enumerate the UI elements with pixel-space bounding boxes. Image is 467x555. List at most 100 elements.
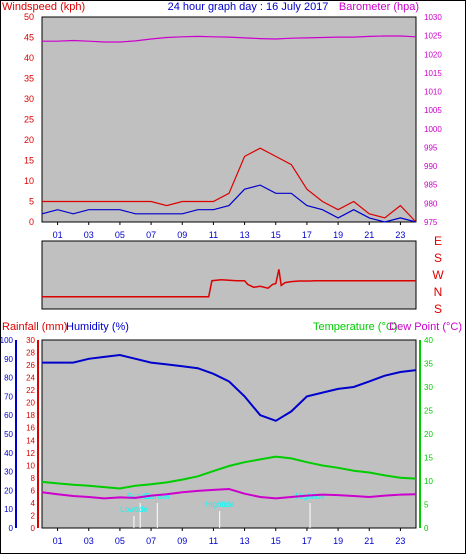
series-line-humidity xyxy=(42,353,417,422)
bottom-x-tick-label: 01 xyxy=(53,536,63,546)
temperature-axis-label: Temperature (°C) xyxy=(313,321,397,333)
barometer-tick-label: 1025 xyxy=(424,32,442,41)
humidity-tick-label: 30 xyxy=(4,468,13,477)
rainfall-tick-label: 20 xyxy=(26,399,35,408)
barometer-tick-label: 1020 xyxy=(424,50,442,59)
series-line-gust xyxy=(41,184,417,223)
temperature-tick-label: 15 xyxy=(424,454,433,463)
bottom-x-tick-label: 03 xyxy=(84,536,94,546)
top-x-tick-label: 05 xyxy=(115,230,125,240)
bottom-x-tick-label: 13 xyxy=(240,536,250,546)
rainfall-tick-label: 4 xyxy=(31,499,36,508)
temperature-tick-label: 10 xyxy=(424,477,433,486)
bottom-x-tick-label: 05 xyxy=(115,536,125,546)
annotation-label: Hightide xyxy=(295,492,325,501)
windspeed-tick-label: 30 xyxy=(24,94,34,104)
bottom-x-tick-label: 19 xyxy=(333,536,343,546)
compass-label: S xyxy=(434,302,442,316)
temperature-tick-label: 35 xyxy=(424,360,433,369)
top-x-tick-label: 15 xyxy=(271,230,281,240)
rainfall-tick-label: 8 xyxy=(31,474,36,483)
rainfall-tick-label: 10 xyxy=(26,461,35,470)
bottom-x-tick-label: 11 xyxy=(209,536,218,546)
windspeed-tick-label: 10 xyxy=(24,176,34,186)
compass-label: W xyxy=(432,268,444,282)
humidity-axis-label: Humidity (%) xyxy=(66,321,129,333)
humidity-tick-label: 10 xyxy=(4,505,13,514)
barometer-tick-label: 975 xyxy=(424,218,438,227)
series-line-dew-point xyxy=(41,487,417,500)
barometer-tick-label: 985 xyxy=(424,181,438,190)
temperature-tick-label: 40 xyxy=(424,336,433,345)
top-x-tick-label: 17 xyxy=(302,230,312,240)
annotation-label: Hightide xyxy=(205,500,235,509)
top-x-tick-label: 07 xyxy=(146,230,156,240)
series-line-temperature xyxy=(41,455,417,490)
humidity-tick-label: 20 xyxy=(4,486,13,495)
windspeed-ticks: 0 5 10 15 20 25 30 35 40 45 50 xyxy=(24,12,34,227)
humidity-tick-label: 70 xyxy=(4,392,13,401)
windspeed-tick-label: 25 xyxy=(24,115,34,125)
barometer-ticks: 975 980 985 990 995 1000 1005 1010 1015 1020 1025 1… xyxy=(424,13,442,227)
rainfall-tick-label: 22 xyxy=(26,386,35,395)
barometer-tick-label: 1030 xyxy=(424,13,442,22)
compass-label: E xyxy=(434,234,442,248)
top-x-tick-label: 13 xyxy=(240,230,250,240)
barometer-tick-label: 1000 xyxy=(424,125,442,134)
humidity-tick-label: 40 xyxy=(4,449,13,458)
bottom-x-tick-label: 15 xyxy=(271,536,281,546)
top-x-tick-label: 11 xyxy=(209,230,218,240)
windspeed-tick-label: 50 xyxy=(24,12,34,22)
humidity-tick-label: 50 xyxy=(4,430,13,439)
rainfall-tick-label: 26 xyxy=(26,361,35,370)
temperature-ticks: 0 5 10 15 20 25 30 35 40 xyxy=(424,336,433,533)
rainfall-tick-label: 16 xyxy=(26,424,35,433)
rainfall-tick-label: 28 xyxy=(26,349,35,358)
windspeed-tick-label: 20 xyxy=(24,135,34,145)
windspeed-tick-label: 45 xyxy=(24,33,34,43)
temperature-tick-label: 0 xyxy=(424,524,429,533)
top-x-tick-label: 21 xyxy=(364,230,374,240)
top-x-tick-label: 03 xyxy=(84,230,94,240)
rainfall-tick-label: 30 xyxy=(26,336,35,345)
barometer-axis-label: Barometer (hpa) xyxy=(339,1,419,13)
humidity-tick-label: 80 xyxy=(4,374,13,383)
bottom-x-tick-label: 07 xyxy=(146,536,156,546)
top-plot-area xyxy=(41,16,417,223)
bottom-x-tick-label: 09 xyxy=(177,536,187,546)
temperature-tick-label: 5 xyxy=(424,501,429,510)
barometer-tick-label: 1010 xyxy=(424,88,442,97)
bottom-x-tick-label: 23 xyxy=(395,536,405,546)
rainfall-tick-label: 6 xyxy=(31,486,36,495)
barometer-tick-label: 990 xyxy=(424,162,438,171)
top-x-tick-label: 01 xyxy=(53,230,63,240)
humidity-tick-label: 100 xyxy=(0,336,14,345)
barometer-tick-label: 995 xyxy=(424,143,438,152)
barometer-tick-label: 980 xyxy=(424,199,438,208)
rainfall-tick-label: 24 xyxy=(26,374,35,383)
humidity-tick-label: 0 xyxy=(9,524,14,533)
humidity-ticks: 0 10 20 30 40 50 60 70 80 90 100 xyxy=(0,336,14,533)
series-line-windspeed xyxy=(42,147,417,223)
wind-direction-plot-area xyxy=(41,240,417,310)
temperature-tick-label: 30 xyxy=(424,383,433,392)
top-x-tick-label: 19 xyxy=(333,230,343,240)
windspeed-tick-label: 0 xyxy=(29,217,34,227)
annotation-label: Sunset xyxy=(145,492,171,501)
rainfall-tick-label: 14 xyxy=(26,436,35,445)
bottom-x-tick-label: 21 xyxy=(364,536,374,546)
compass-label: S xyxy=(434,251,442,265)
windspeed-tick-label: 15 xyxy=(24,156,34,166)
rainfall-tick-label: 12 xyxy=(26,449,35,458)
top-series-group xyxy=(41,35,417,223)
series-line-barometer xyxy=(42,35,417,43)
temperature-tick-label: 25 xyxy=(424,407,433,416)
humidity-tick-label: 60 xyxy=(4,411,13,420)
rainfall-tick-label: 2 xyxy=(31,511,36,520)
compass-label: N xyxy=(434,285,443,299)
rainfall-axis-label: Rainfall (mm) xyxy=(2,321,67,333)
